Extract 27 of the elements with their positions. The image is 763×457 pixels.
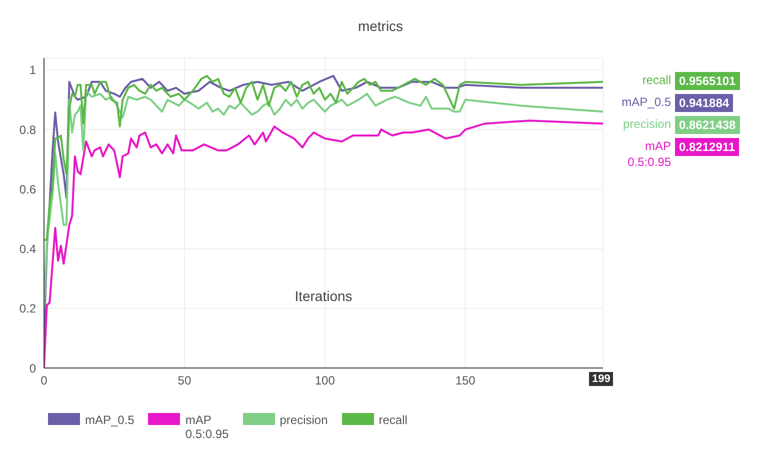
x-tick-label: 0: [40, 374, 48, 388]
text: 199: [589, 372, 614, 386]
y-tick-label: 0: [29, 361, 36, 376]
text: recall: [642, 72, 671, 87]
legend-label: mAP_0.5: [85, 413, 134, 427]
y-tick-label: 0.4: [19, 242, 36, 256]
text: 0.941884: [675, 94, 734, 112]
text: mAP 0.5:0.95: [628, 138, 671, 169]
line-series: [44, 74, 603, 241]
legend-label: precision: [280, 413, 328, 427]
y-tick-label: 0.2: [19, 302, 36, 316]
x-tick-label: 50: [178, 374, 192, 388]
text: 0.9565101: [675, 72, 740, 90]
x-tick-label: 150: [455, 374, 476, 388]
x-axis-title: Iterations: [294, 288, 354, 304]
text: 0.8212911: [675, 138, 740, 156]
y-tick-label: 0.8: [19, 122, 36, 137]
y-tick-label: 0.6: [19, 182, 36, 196]
legend-label: recall: [378, 413, 408, 427]
text: precision: [622, 116, 671, 131]
x-tick-label: 100: [314, 374, 336, 388]
text: 0.8621438: [675, 116, 740, 134]
text: mAP_0.5: [622, 94, 671, 109]
legend-label: mAP 0.5:0.95: [185, 413, 229, 441]
y-tick-label: 1: [29, 63, 36, 78]
line-series: [44, 90, 603, 310]
chart-title: metrics: [356, 18, 404, 34]
